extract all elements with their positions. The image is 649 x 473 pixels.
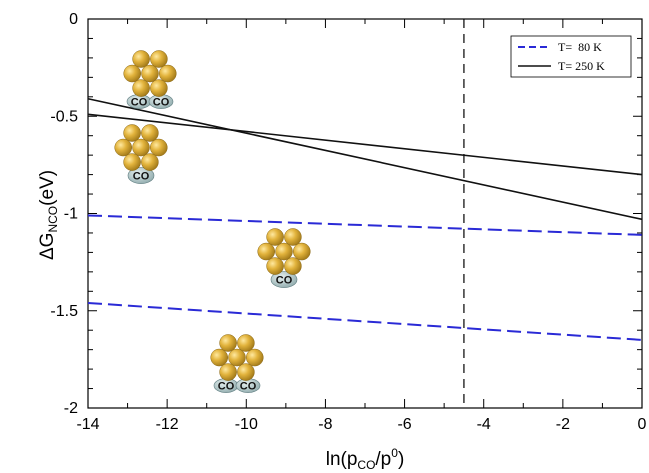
co-label: CO <box>276 275 293 287</box>
co-label: CO <box>240 381 257 393</box>
x-axis-title-sep: /p <box>375 449 391 470</box>
gold-atom <box>141 64 159 83</box>
legend: T= 80 K T= 250 K <box>510 35 632 78</box>
x-axis-title-end: ) <box>398 449 404 470</box>
gold-atom <box>123 153 141 171</box>
y-tick-label: -1.5 <box>50 303 78 320</box>
gold-atom <box>219 363 237 381</box>
gold-atom <box>257 242 275 261</box>
gold-atom <box>284 228 302 246</box>
gold-atom <box>150 79 168 97</box>
gold-atom <box>284 257 302 275</box>
x-tick-label: -4 <box>477 416 491 433</box>
co-molecule <box>270 271 298 288</box>
series-lines <box>87 97 643 341</box>
x-tick-label: -10 <box>235 416 258 433</box>
x-tick-label: -2 <box>556 416 570 433</box>
x-tick-label: -12 <box>156 416 179 433</box>
cluster-2co-top: CO CO <box>123 50 177 109</box>
gold-atom <box>266 228 284 246</box>
tick-labels: -14 -12 -10 -8 -6 -4 -2 0 0 -0.5 -1 -1.5 -2 <box>50 11 646 433</box>
y-tick-label: -0.5 <box>50 108 78 125</box>
gold-atom <box>132 50 150 68</box>
x-axis-title: ln(pCO/p0) <box>326 446 405 472</box>
co-label: CO <box>218 381 235 393</box>
gold-atom <box>132 79 150 97</box>
gold-atom <box>141 124 159 142</box>
series-line-250k <box>87 113 643 176</box>
y-tick-label: 0 <box>69 11 78 28</box>
y-axis-title-prefix: ΔG <box>37 233 58 260</box>
gold-atom <box>228 348 246 367</box>
co-label: CO <box>153 97 170 109</box>
gold-atom <box>150 50 168 68</box>
x-axis-title-sup: 0 <box>391 446 398 460</box>
gold-atom <box>237 334 255 352</box>
cluster-1co-upper: CO <box>114 124 168 184</box>
y-axis-title: ΔGNCO(eV) <box>37 170 60 260</box>
series-line-250k <box>87 97 643 221</box>
y-tick-label: -2 <box>64 400 78 417</box>
gold-atom <box>114 138 132 157</box>
co-molecule <box>127 167 155 184</box>
gold-atom <box>246 348 264 367</box>
cluster-1co-middle: CO <box>257 228 311 288</box>
legend-label-80k: T= 80 K <box>558 40 602 54</box>
y-axis-title-sub: NCO <box>46 206 60 233</box>
gold-atom <box>293 242 311 261</box>
series-line-80k <box>87 301 643 341</box>
gold-atom <box>123 124 141 142</box>
gold-atom <box>141 153 159 171</box>
gold-atom <box>159 64 177 83</box>
x-axis-title-sub: CO <box>357 458 375 472</box>
legend-label-250k: T= 250 K <box>558 59 605 73</box>
gold-atom <box>123 64 141 83</box>
gold-atom <box>210 348 228 367</box>
cluster-2co-bottom: CO CO <box>210 334 264 393</box>
gold-atom <box>266 257 284 275</box>
gold-atom <box>275 242 293 261</box>
cluster-illustrations: CO CO CO CO CO CO <box>114 50 311 393</box>
y-tick-label: -1 <box>64 206 78 223</box>
x-tick-label: 0 <box>638 416 647 433</box>
x-tick-label: -8 <box>318 416 332 433</box>
x-tick-label: -6 <box>397 416 411 433</box>
gold-atom <box>132 138 150 157</box>
series-line-80k <box>87 214 643 236</box>
axis-ticks <box>87 18 643 409</box>
gold-atom <box>219 334 237 352</box>
gold-atom <box>150 138 168 157</box>
x-tick-label: -14 <box>76 416 99 433</box>
y-axis-title-suffix: (eV) <box>37 170 58 206</box>
x-axis-title-main: ln(p <box>326 449 358 470</box>
co-label: CO <box>131 97 148 109</box>
co-label: CO <box>133 171 150 183</box>
gold-atom <box>237 363 255 381</box>
legend-box <box>510 35 632 78</box>
